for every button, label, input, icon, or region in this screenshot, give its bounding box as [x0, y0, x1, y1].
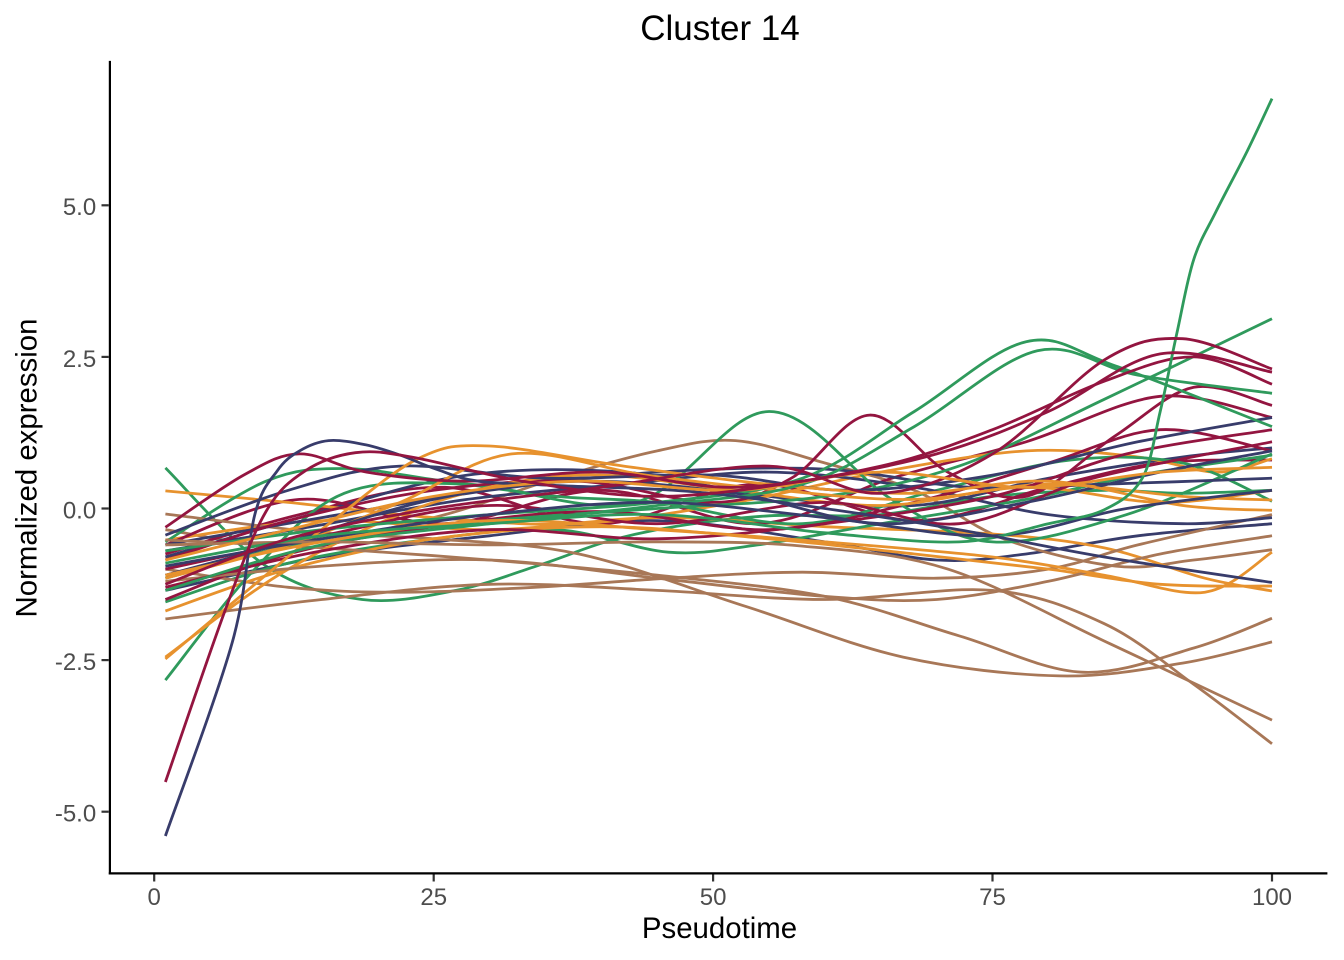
svg-text:0.0: 0.0	[63, 497, 96, 524]
svg-text:Pseudotime: Pseudotime	[642, 912, 797, 945]
svg-text:Cluster 14: Cluster 14	[640, 9, 800, 48]
svg-text:50: 50	[700, 884, 727, 911]
svg-text:25: 25	[420, 884, 447, 911]
svg-text:5.0: 5.0	[63, 194, 96, 221]
svg-text:Normalized expression: Normalized expression	[10, 319, 43, 618]
svg-text:75: 75	[979, 884, 1006, 911]
svg-text:2.5: 2.5	[63, 346, 96, 373]
svg-text:0: 0	[148, 884, 161, 911]
svg-text:100: 100	[1252, 884, 1292, 911]
svg-text:-2.5: -2.5	[55, 649, 96, 676]
svg-text:-5.0: -5.0	[55, 801, 96, 828]
